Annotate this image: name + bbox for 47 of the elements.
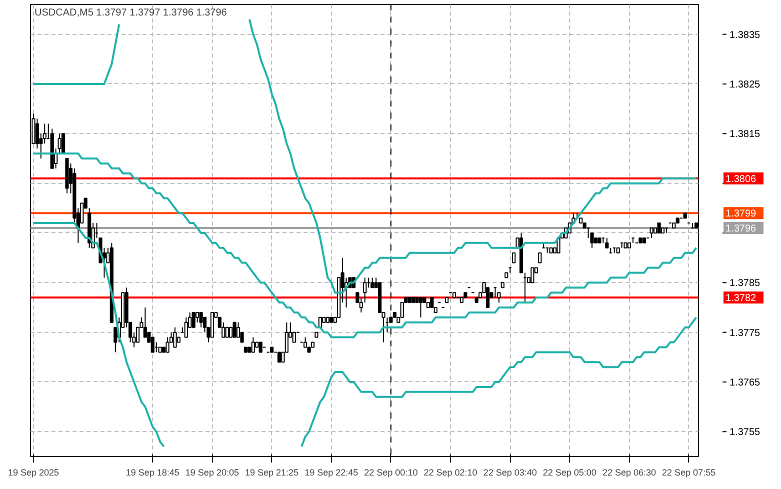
- x-tick-label: 19 Sep 2025: [8, 468, 59, 478]
- ref-line-label: 1.3796: [726, 224, 757, 235]
- x-tick-label: 22 Sep 07:55: [662, 468, 716, 478]
- x-tick-label: 22 Sep 03:40: [483, 468, 537, 478]
- x-tick-label: 19 Sep 20:05: [185, 468, 239, 478]
- x-tick-label: 22 Sep 00:10: [364, 468, 418, 478]
- candlestick: [538, 252, 542, 264]
- candlestick: [61, 133, 66, 154]
- y-tick-label: 1.3755: [730, 427, 761, 438]
- ref-line-label: 1.3782: [726, 293, 757, 304]
- candlestick: [232, 322, 236, 338]
- candlestick: [363, 277, 367, 304]
- y-tick-label: 1.3775: [730, 328, 761, 339]
- line-series: [32, 152, 698, 338]
- candlestick: [292, 332, 296, 343]
- x-tick-label: 22 Sep 05:00: [542, 468, 596, 478]
- y-tick-label: 1.3825: [730, 79, 761, 90]
- candlestick: [370, 277, 374, 288]
- x-tick-label: 19 Sep 21:25: [245, 468, 299, 478]
- candlestick: [605, 237, 609, 248]
- y-tick-label: 1.3765: [730, 377, 761, 388]
- chart-title: USDCAD,M5 1.3797 1.3797 1.3796 1.3796: [34, 8, 228, 18]
- candlestick: [199, 312, 203, 328]
- candlestick: [512, 252, 516, 264]
- y-tick-label: 1.3815: [730, 129, 761, 140]
- candlestick: [418, 297, 423, 318]
- candlestick: [225, 326, 229, 338]
- candlestick: [650, 228, 654, 238]
- ref-line-label: 1.3799: [726, 208, 757, 220]
- candlestick: [258, 342, 262, 353]
- candlestick: [657, 222, 661, 234]
- candlestick: [497, 292, 501, 304]
- candlestick: [530, 267, 534, 284]
- x-tick-label: 19 Sep 22:45: [304, 468, 358, 478]
- candlestick: [192, 312, 196, 328]
- candlestick: [590, 232, 594, 248]
- ref-line-label: 1.3806: [726, 174, 757, 185]
- candlestick: [173, 326, 177, 348]
- y-tick-label: 1.3785: [730, 278, 761, 290]
- candlestick: [166, 336, 170, 353]
- x-tick-label: 19 Sep 18:45: [126, 468, 180, 478]
- candlestick: [251, 336, 255, 353]
- y-tick-label: 1.3835: [730, 30, 761, 41]
- x-tick-label: 22 Sep 06:30: [602, 468, 656, 478]
- candlestick: [184, 316, 188, 338]
- x-tick-label: 22 Sep 02:10: [424, 468, 478, 478]
- candlestick: [277, 352, 282, 363]
